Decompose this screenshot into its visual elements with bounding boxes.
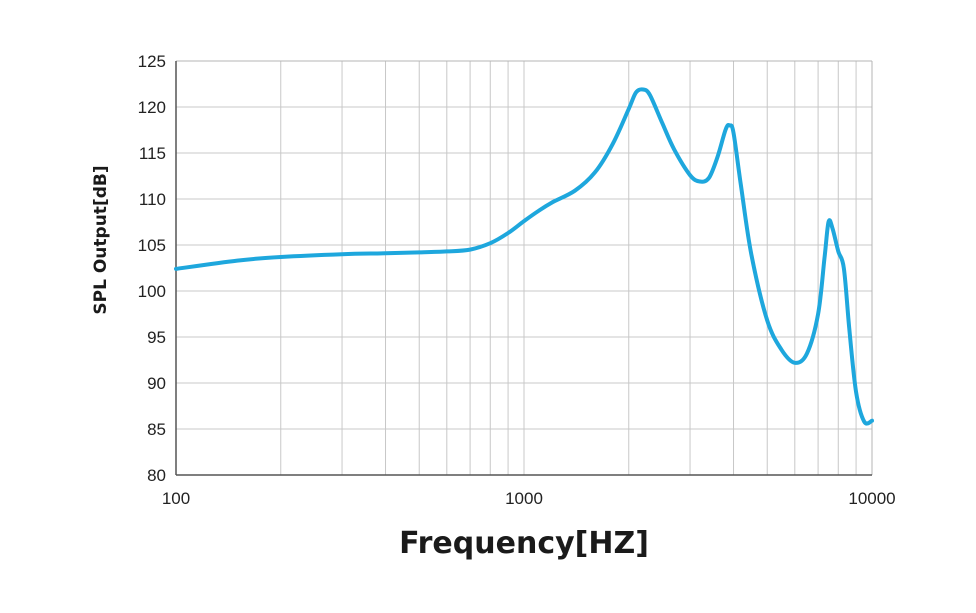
y-tick-label: 125 — [138, 52, 166, 71]
y-tick-label: 80 — [147, 466, 166, 485]
y-tick-label: 105 — [138, 236, 166, 255]
x-axis-title: Frequency[HZ] — [399, 526, 649, 561]
y-tick-label: 85 — [147, 420, 166, 439]
x-tick-label: 100 — [162, 489, 190, 508]
y-tick-label: 110 — [139, 190, 166, 209]
spl-response-line — [174, 87, 874, 426]
y-tick-label: 90 — [147, 374, 166, 393]
y-tick-label: 115 — [139, 144, 166, 163]
y-tick-label: 95 — [147, 328, 166, 347]
y-tick-label: 100 — [138, 282, 166, 301]
y-axis-title: SPL Output[dB] — [91, 165, 111, 314]
x-tick-label: 10000 — [848, 489, 895, 508]
grid — [176, 60, 872, 475]
x-tick-label: 1000 — [505, 489, 543, 508]
y-tick-label: 120 — [138, 98, 166, 117]
tick-labels: 80 85 90 95 100 105 110 115 120 125 100 1000 10000 — [138, 52, 896, 508]
